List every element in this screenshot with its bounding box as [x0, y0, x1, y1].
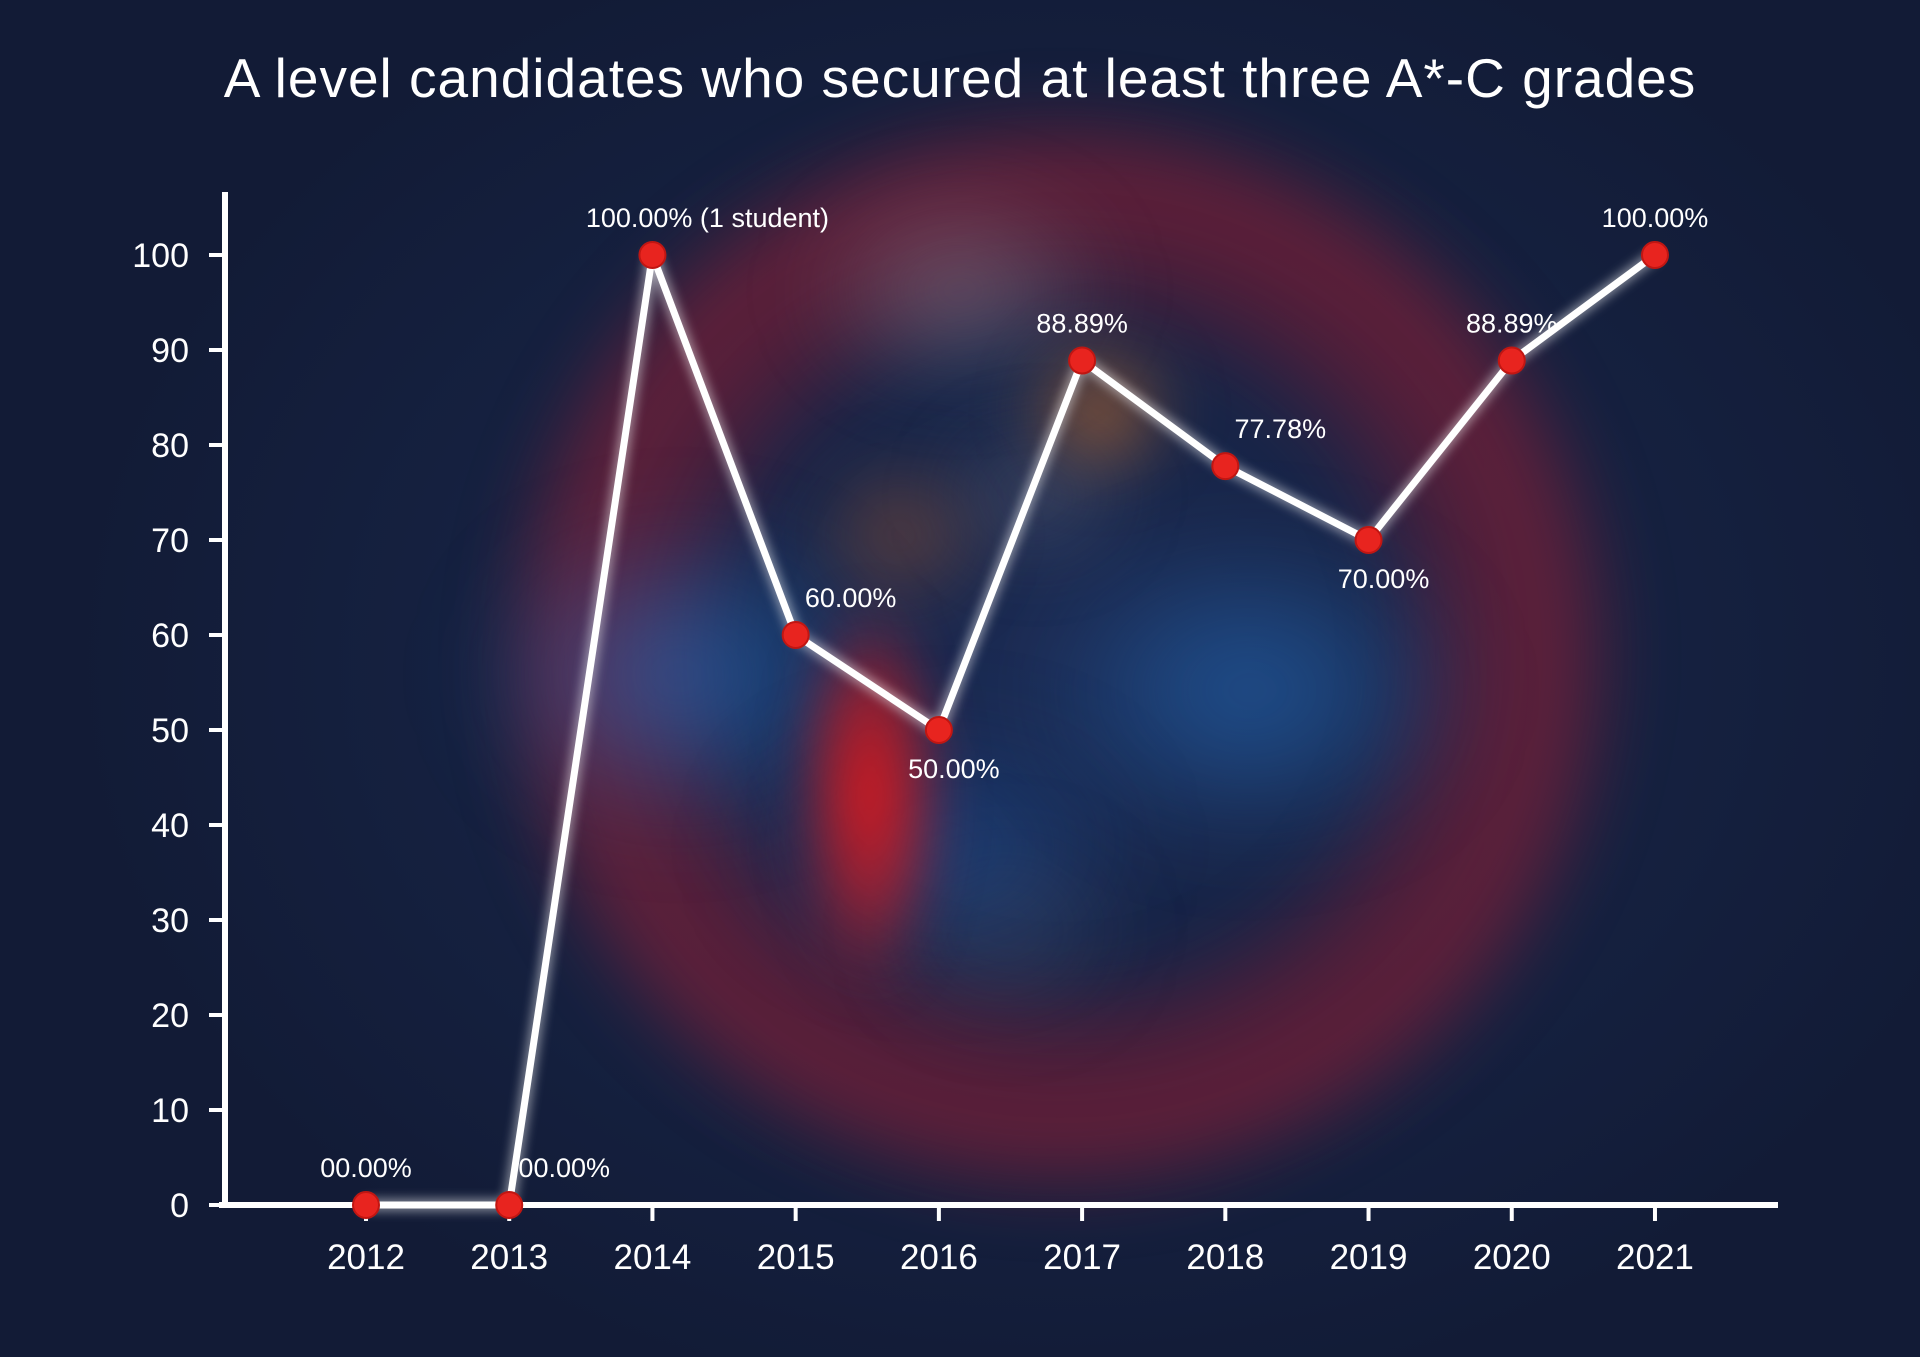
y-tick-label: 100 [132, 237, 189, 275]
data-label: 50.00% [908, 754, 1000, 784]
y-tick-label: 0 [170, 1187, 189, 1225]
data-label: 88.89% [1466, 309, 1558, 339]
data-label: 70.00% [1338, 564, 1430, 594]
data-label: 60.00% [805, 583, 897, 613]
y-tick-label: 50 [151, 712, 189, 750]
data-point [1497, 346, 1526, 375]
y-tick-label: 10 [151, 1092, 189, 1130]
x-tick-label: 2018 [1186, 1238, 1264, 1277]
data-point [638, 241, 667, 269]
x-tick-label: 2017 [1043, 1238, 1121, 1277]
data-label: 100.00% (1 student) [586, 203, 829, 233]
y-tick-label: 70 [151, 522, 189, 560]
chart-title: A level candidates who secured at least … [223, 47, 1697, 109]
data-label: 100.00% [1602, 203, 1709, 233]
data-label: 77.78% [1235, 414, 1327, 444]
x-tick-label: 2020 [1473, 1238, 1551, 1277]
data-point [1068, 346, 1097, 375]
data-point [1354, 526, 1383, 554]
x-tick-label: 2012 [327, 1238, 405, 1277]
data-point [352, 1191, 380, 1219]
data-point [495, 1191, 524, 1219]
y-tick-label: 90 [151, 332, 189, 370]
x-tick-label: 2013 [470, 1238, 548, 1277]
y-tick-label: 40 [151, 807, 189, 845]
data-point [1640, 241, 1669, 269]
x-tick-label: 2016 [900, 1238, 978, 1277]
x-tick-label: 2015 [757, 1238, 835, 1277]
x-tick-label: 2014 [614, 1238, 692, 1277]
x-tick-label: 2021 [1616, 1238, 1694, 1277]
data-point [1211, 452, 1240, 481]
series-line [362, 251, 1659, 1209]
data-point [781, 621, 810, 649]
y-tick-label: 30 [151, 902, 189, 940]
data-label: 88.89% [1036, 309, 1128, 339]
y-tick-label: 20 [151, 997, 189, 1035]
data-label: 00.00% [518, 1153, 610, 1183]
y-tick-label: 80 [151, 427, 189, 465]
y-tick-label: 60 [151, 617, 189, 655]
data-point [924, 716, 953, 744]
x-tick-label: 2019 [1330, 1238, 1408, 1277]
data-label: 00.00% [320, 1153, 412, 1183]
